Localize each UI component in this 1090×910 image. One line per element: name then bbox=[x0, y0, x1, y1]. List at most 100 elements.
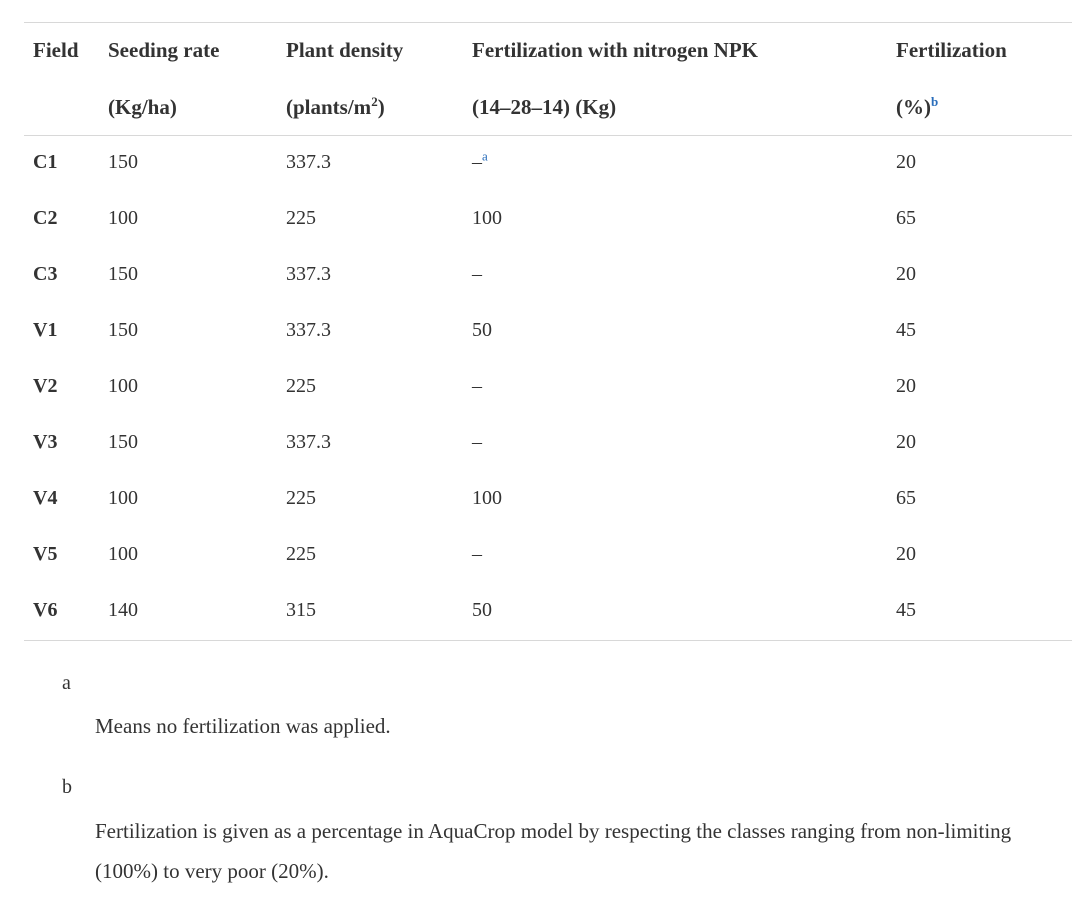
cell-seeding-rate: 150 bbox=[108, 136, 286, 193]
cell-field-value: V2 bbox=[33, 375, 58, 397]
cell-field-value: V6 bbox=[33, 599, 58, 621]
cell-fertilization: 20 bbox=[896, 416, 1072, 472]
header-npk-unit: (14–28–14) (Kg) bbox=[472, 95, 617, 119]
cell-fertilization-value: 65 bbox=[896, 487, 916, 509]
cell-plant-density-value: 337.3 bbox=[286, 151, 331, 173]
fertilization-table: Field Seeding rate (Kg/ha) Plant density… bbox=[24, 22, 1072, 641]
cell-field: C1 bbox=[24, 136, 108, 193]
cell-npk: 50 bbox=[472, 304, 896, 360]
table-row: V5 100 225 – 20 bbox=[24, 528, 1072, 584]
cell-npk: 100 bbox=[472, 192, 896, 248]
cell-field: C2 bbox=[24, 192, 108, 248]
header-plant-density-unit: (plants/m2) bbox=[286, 79, 472, 135]
cell-npk: – bbox=[472, 248, 896, 304]
cell-fertilization: 20 bbox=[896, 528, 1072, 584]
cell-fertilization: 20 bbox=[896, 136, 1072, 193]
cell-npk-value: – bbox=[472, 431, 482, 453]
table-row: V1 150 337.3 50 45 bbox=[24, 304, 1072, 360]
header-fertilization-label: Fertilization bbox=[896, 38, 1007, 62]
cell-seeding-rate: 150 bbox=[108, 304, 286, 360]
header-plant-density-label: Plant density bbox=[286, 38, 404, 62]
cell-fertilization: 20 bbox=[896, 360, 1072, 416]
header-seeding-rate: Seeding rate (Kg/ha) bbox=[108, 23, 286, 136]
cell-seeding-rate: 100 bbox=[108, 192, 286, 248]
fertilization-unit-text: (%) bbox=[896, 95, 931, 119]
cell-seeding-rate-value: 150 bbox=[108, 431, 138, 453]
cell-field-value: C1 bbox=[33, 151, 58, 173]
cell-npk-value: 50 bbox=[472, 599, 492, 621]
footnote-a-link[interactable]: a bbox=[482, 148, 488, 164]
cell-plant-density-value: 337.3 bbox=[286, 263, 331, 285]
cell-npk-value: – bbox=[472, 151, 482, 173]
cell-npk: – bbox=[472, 360, 896, 416]
table-row: V4 100 225 100 65 bbox=[24, 472, 1072, 528]
header-field: Field bbox=[24, 23, 108, 136]
cell-fertilization-value: 20 bbox=[896, 543, 916, 565]
cell-seeding-rate-value: 150 bbox=[108, 263, 138, 285]
cell-plant-density: 337.3 bbox=[286, 248, 472, 304]
footnote-b-link[interactable]: b bbox=[931, 94, 939, 109]
cell-field: V5 bbox=[24, 528, 108, 584]
header-plant-density: Plant density (plants/m2) bbox=[286, 23, 472, 136]
footnote-b-text: Fertilization is given as a percentage i… bbox=[95, 819, 1012, 883]
header-seeding-rate-unit: (Kg/ha) bbox=[108, 95, 177, 119]
header-fertilization-unit: (%)b bbox=[896, 79, 1072, 135]
cell-npk-value: 100 bbox=[472, 207, 502, 229]
table-body: C1 150 337.3 –a 20 C2 100 225 100 65 C3 150 337.3–20… bbox=[24, 136, 1072, 641]
cell-npk-value: 50 bbox=[472, 319, 492, 341]
cell-seeding-rate: 150 bbox=[108, 416, 286, 472]
cell-seeding-rate: 150 bbox=[108, 248, 286, 304]
density-unit-sup: 2 bbox=[371, 94, 378, 109]
table-header: Field Seeding rate (Kg/ha) Plant density… bbox=[24, 22, 1072, 136]
cell-npk-value: – bbox=[472, 543, 482, 565]
cell-fertilization-value: 20 bbox=[896, 151, 916, 173]
cell-plant-density: 225 bbox=[286, 192, 472, 248]
cell-plant-density: 225 bbox=[286, 360, 472, 416]
cell-field-value: C3 bbox=[33, 263, 58, 285]
cell-plant-density: 225 bbox=[286, 528, 472, 584]
cell-field-value: C2 bbox=[33, 207, 58, 229]
footnote-a-text: Means no fertilization was applied. bbox=[95, 714, 391, 738]
cell-field-value: V3 bbox=[33, 431, 58, 453]
footnote-a-label: a bbox=[62, 672, 71, 694]
cell-seeding-rate-value: 100 bbox=[108, 543, 138, 565]
data-table-container: Field Seeding rate (Kg/ha) Plant density… bbox=[24, 22, 1072, 641]
cell-fertilization-value: 45 bbox=[896, 319, 916, 341]
cell-fertilization-value: 20 bbox=[896, 263, 916, 285]
table-row: C3 150 337.3 – 20 bbox=[24, 248, 1072, 304]
cell-npk-value: 100 bbox=[472, 487, 502, 509]
density-unit-post: ) bbox=[377, 95, 385, 119]
cell-fertilization: 65 bbox=[896, 472, 1072, 528]
cell-field-value: V4 bbox=[33, 487, 58, 509]
cell-seeding-rate: 100 bbox=[108, 360, 286, 416]
table-row: C1 150 337.3 –a 20 bbox=[24, 136, 1072, 193]
header-seeding-rate-label: Seeding rate bbox=[108, 38, 220, 62]
cell-seeding-rate: 100 bbox=[108, 472, 286, 528]
cell-seeding-rate: 140 bbox=[108, 584, 286, 641]
cell-seeding-rate-value: 100 bbox=[108, 375, 138, 397]
cell-npk: 50 bbox=[472, 584, 896, 641]
cell-plant-density-value: 337.3 bbox=[286, 319, 331, 341]
header-npk: Fertilization with nitrogen NPK (14–28–1… bbox=[472, 23, 896, 136]
header-fertilization: Fertilization (%)b bbox=[896, 23, 1072, 136]
footnote-b-label: b bbox=[62, 776, 72, 798]
cell-plant-density: 337.3 bbox=[286, 304, 472, 360]
cell-seeding-rate-value: 100 bbox=[108, 487, 138, 509]
cell-npk-value: – bbox=[472, 375, 482, 397]
cell-plant-density-value: 225 bbox=[286, 487, 316, 509]
cell-fertilization: 20 bbox=[896, 248, 1072, 304]
cell-npk: 100 bbox=[472, 472, 896, 528]
cell-field: V6 bbox=[24, 584, 108, 641]
header-field-label: Field bbox=[33, 38, 79, 62]
cell-npk-value: – bbox=[472, 263, 482, 285]
cell-field-value: V5 bbox=[33, 543, 58, 565]
cell-npk: –a bbox=[472, 136, 896, 193]
table-row: V3 150 337.3 – 20 bbox=[24, 416, 1072, 472]
cell-plant-density-value: 315 bbox=[286, 599, 316, 621]
cell-seeding-rate-value: 150 bbox=[108, 151, 138, 173]
table-row: V2 100 225 – 20 bbox=[24, 360, 1072, 416]
cell-plant-density-value: 225 bbox=[286, 375, 316, 397]
table-row: C2 100 225 100 65 bbox=[24, 192, 1072, 248]
density-unit-pre: (plants/m bbox=[286, 95, 372, 119]
cell-seeding-rate: 100 bbox=[108, 528, 286, 584]
